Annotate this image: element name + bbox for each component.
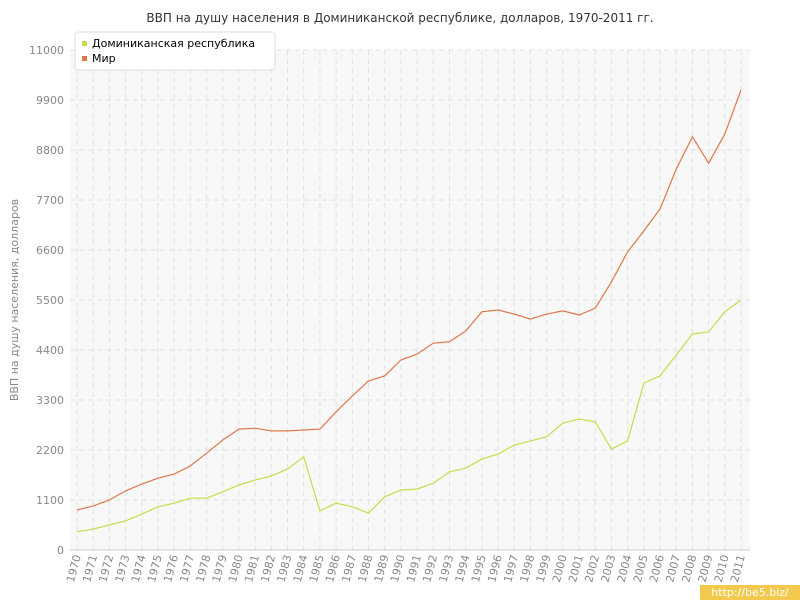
series-line [76, 89, 742, 511]
y-tick-label: 1100 [36, 494, 64, 507]
watermark: http://be5.biz/ [711, 586, 789, 599]
y-tick-label: 6600 [36, 244, 64, 257]
y-tick-label: 5500 [36, 294, 64, 307]
y-tick-label: 11000 [29, 44, 64, 57]
y-tick-label: 2200 [36, 444, 64, 457]
y-tick-label: 9900 [36, 94, 64, 107]
legend-swatch [82, 41, 87, 46]
y-tick-label: 8800 [36, 144, 64, 157]
y-tick-label: 3300 [36, 394, 64, 407]
y-tick-label: 0 [57, 544, 64, 557]
y-tick-label: 4400 [36, 344, 64, 357]
series-line [76, 299, 742, 533]
legend-box [74, 31, 276, 71]
plot-area [70, 50, 750, 550]
legend-swatch [82, 56, 87, 61]
legend-label: Доминиканская республика [92, 37, 255, 50]
legend: Доминиканская республика Мир [74, 31, 276, 71]
legend-label: Мир [92, 52, 116, 65]
y-axis-label: ВВП на душу населения, долларов [8, 199, 21, 401]
chart-title: ВВП на душу населения в Доминиканской ре… [146, 11, 653, 25]
watermark-bg [700, 585, 800, 600]
y-tick-label: 7700 [36, 194, 64, 207]
